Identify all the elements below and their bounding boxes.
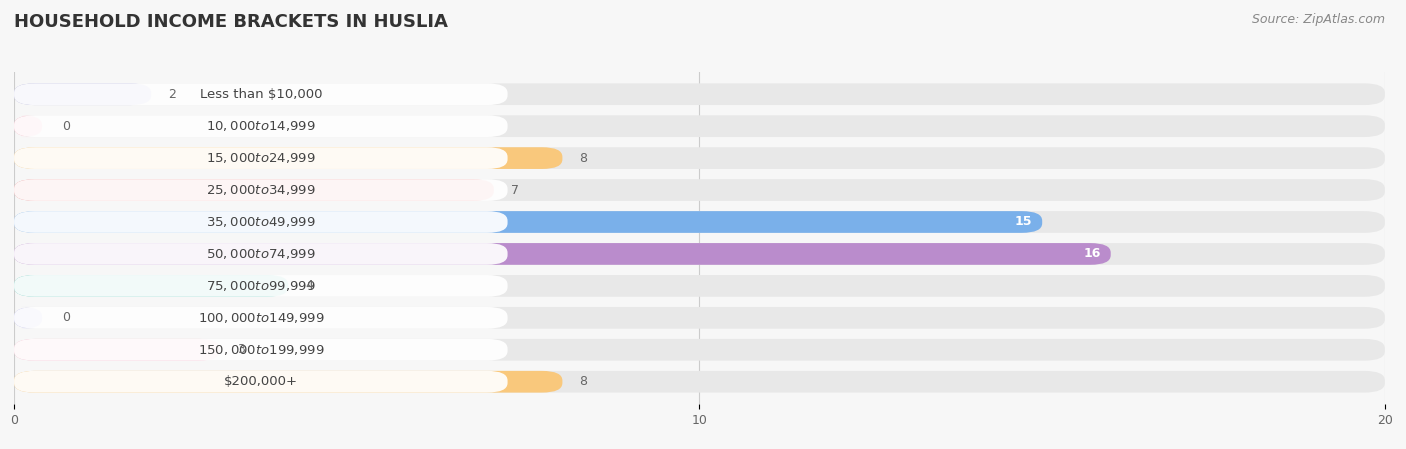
Text: Source: ZipAtlas.com: Source: ZipAtlas.com bbox=[1251, 13, 1385, 26]
FancyBboxPatch shape bbox=[14, 84, 1385, 105]
FancyBboxPatch shape bbox=[14, 339, 508, 361]
Text: 0: 0 bbox=[63, 311, 70, 324]
Text: 8: 8 bbox=[579, 375, 588, 388]
Text: $15,000 to $24,999: $15,000 to $24,999 bbox=[205, 151, 316, 165]
FancyBboxPatch shape bbox=[14, 211, 508, 233]
Text: $200,000+: $200,000+ bbox=[224, 375, 298, 388]
FancyBboxPatch shape bbox=[14, 307, 508, 329]
FancyBboxPatch shape bbox=[14, 211, 1042, 233]
Text: 4: 4 bbox=[305, 279, 314, 292]
FancyBboxPatch shape bbox=[14, 371, 1385, 392]
Text: 3: 3 bbox=[236, 343, 245, 357]
FancyBboxPatch shape bbox=[14, 275, 1385, 297]
FancyBboxPatch shape bbox=[14, 371, 508, 392]
FancyBboxPatch shape bbox=[14, 275, 288, 297]
FancyBboxPatch shape bbox=[14, 179, 1385, 201]
Text: Less than $10,000: Less than $10,000 bbox=[200, 88, 322, 101]
FancyBboxPatch shape bbox=[14, 243, 1111, 265]
FancyBboxPatch shape bbox=[14, 179, 508, 201]
Text: $75,000 to $99,999: $75,000 to $99,999 bbox=[205, 279, 316, 293]
FancyBboxPatch shape bbox=[14, 371, 562, 392]
Text: $10,000 to $14,999: $10,000 to $14,999 bbox=[205, 119, 316, 133]
FancyBboxPatch shape bbox=[14, 84, 152, 105]
Text: 2: 2 bbox=[169, 88, 176, 101]
FancyBboxPatch shape bbox=[14, 339, 219, 361]
FancyBboxPatch shape bbox=[14, 211, 1385, 233]
FancyBboxPatch shape bbox=[14, 275, 508, 297]
Text: 15: 15 bbox=[1014, 216, 1032, 229]
Text: $35,000 to $49,999: $35,000 to $49,999 bbox=[205, 215, 316, 229]
Text: 16: 16 bbox=[1083, 247, 1101, 260]
FancyBboxPatch shape bbox=[14, 147, 508, 169]
FancyBboxPatch shape bbox=[14, 307, 42, 329]
Text: $25,000 to $34,999: $25,000 to $34,999 bbox=[205, 183, 316, 197]
Text: $100,000 to $149,999: $100,000 to $149,999 bbox=[198, 311, 323, 325]
Text: $50,000 to $74,999: $50,000 to $74,999 bbox=[205, 247, 316, 261]
FancyBboxPatch shape bbox=[14, 147, 1385, 169]
FancyBboxPatch shape bbox=[14, 307, 1385, 329]
Text: HOUSEHOLD INCOME BRACKETS IN HUSLIA: HOUSEHOLD INCOME BRACKETS IN HUSLIA bbox=[14, 13, 449, 31]
FancyBboxPatch shape bbox=[14, 179, 494, 201]
FancyBboxPatch shape bbox=[14, 115, 508, 137]
Text: $150,000 to $199,999: $150,000 to $199,999 bbox=[198, 343, 323, 357]
FancyBboxPatch shape bbox=[14, 147, 562, 169]
FancyBboxPatch shape bbox=[14, 243, 1385, 265]
FancyBboxPatch shape bbox=[14, 84, 508, 105]
FancyBboxPatch shape bbox=[14, 339, 1385, 361]
Text: 8: 8 bbox=[579, 152, 588, 165]
FancyBboxPatch shape bbox=[14, 115, 1385, 137]
FancyBboxPatch shape bbox=[14, 115, 42, 137]
Text: 7: 7 bbox=[510, 184, 519, 197]
Text: 0: 0 bbox=[63, 119, 70, 132]
FancyBboxPatch shape bbox=[14, 243, 508, 265]
